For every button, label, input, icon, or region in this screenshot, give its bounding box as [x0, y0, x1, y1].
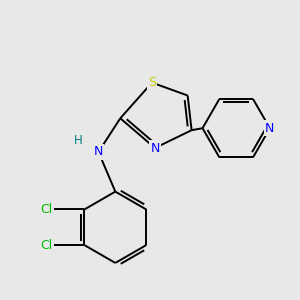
Text: N: N [94, 146, 103, 158]
Text: S: S [148, 76, 156, 89]
Text: N: N [150, 142, 160, 154]
Text: Cl: Cl [41, 238, 53, 252]
Text: Cl: Cl [41, 203, 53, 216]
Text: N: N [265, 122, 274, 135]
Text: H: H [74, 134, 83, 147]
